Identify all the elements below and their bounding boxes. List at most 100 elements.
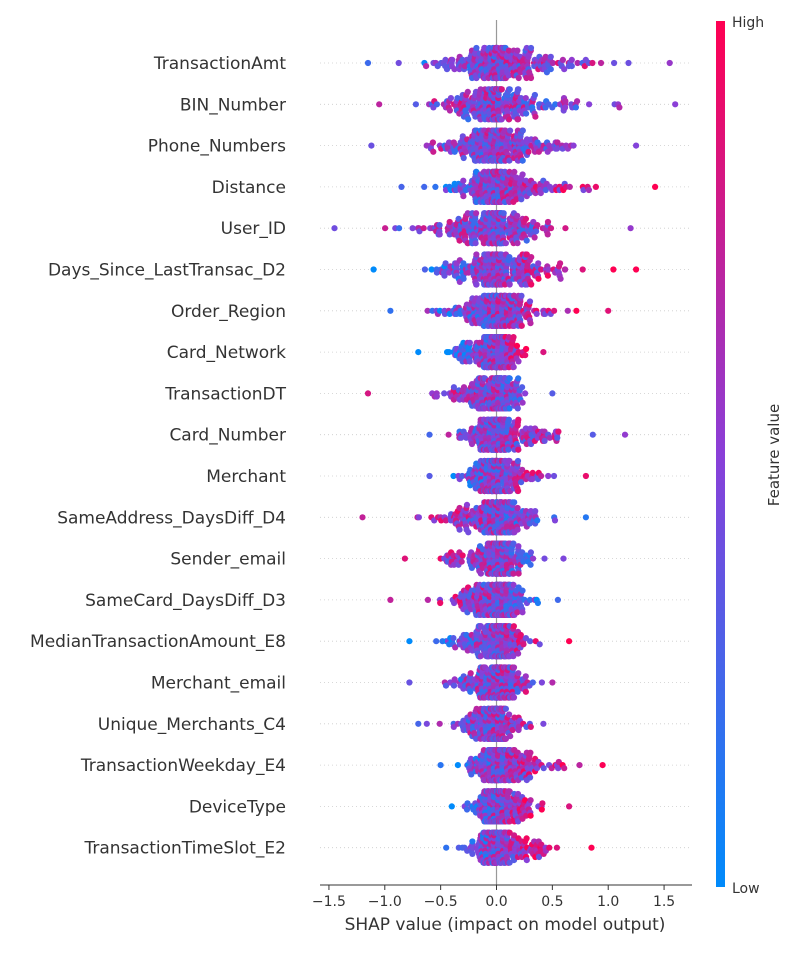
shap-point: [514, 240, 520, 246]
shap-point: [539, 679, 545, 685]
shap-point: [460, 193, 466, 199]
shap-point: [515, 458, 521, 464]
shap-point: [437, 231, 443, 237]
shap-point: [600, 762, 606, 768]
shap-point: [519, 384, 525, 390]
shap-point: [421, 184, 427, 190]
shap-point: [622, 432, 628, 438]
shap-point: [461, 155, 467, 161]
shap-point: [589, 60, 595, 66]
shap-point: [449, 57, 455, 63]
shap-point: [520, 128, 526, 134]
shap-point: [507, 281, 513, 287]
shap-point: [534, 311, 540, 317]
shap-point: [570, 143, 576, 149]
shap-point: [541, 765, 547, 771]
shap-point: [516, 571, 522, 577]
shap-point: [528, 724, 534, 730]
shap-point: [499, 86, 505, 92]
shap-point: [534, 222, 540, 228]
shap-point: [515, 405, 521, 411]
shap-point: [506, 417, 512, 423]
shap-point: [530, 679, 536, 685]
shap-point: [515, 527, 521, 533]
shap-point: [562, 266, 568, 272]
shap-point: [616, 104, 622, 110]
shap-point: [532, 114, 538, 120]
shap-point: [523, 111, 529, 117]
shap-point: [368, 143, 374, 149]
shap-point: [593, 184, 599, 190]
shap-point: [548, 54, 554, 60]
shap-point: [534, 517, 540, 523]
shap-point: [569, 57, 575, 63]
shap-point: [583, 473, 589, 479]
shap-point: [449, 803, 455, 809]
shap-point: [545, 273, 551, 279]
shap-point: [628, 225, 634, 231]
shap-point: [527, 750, 533, 756]
shap-point: [503, 240, 509, 246]
shap-point: [511, 694, 517, 700]
shap-point: [514, 343, 520, 349]
shap-point: [387, 597, 393, 603]
shap-point: [540, 349, 546, 355]
shap-point: [548, 225, 554, 231]
shap-point: [441, 390, 447, 396]
shap-point: [511, 664, 517, 670]
shap-point: [530, 556, 536, 562]
shap-point: [515, 447, 521, 453]
shap-point: [511, 364, 517, 370]
shap-point: [523, 673, 529, 679]
shap-point: [506, 711, 512, 717]
shap-point: [511, 623, 517, 629]
shap-point: [538, 473, 544, 479]
shap-point: [527, 774, 533, 780]
shap-point: [516, 75, 522, 81]
shap-point: [331, 225, 337, 231]
shap-point: [423, 63, 429, 69]
shap-point: [455, 762, 461, 768]
shap-point: [515, 543, 521, 549]
shap-point: [605, 308, 611, 314]
shap-point: [426, 432, 432, 438]
shap-point: [551, 473, 557, 479]
shap-point: [535, 260, 541, 266]
shap-point: [406, 638, 412, 644]
shap-point: [365, 390, 371, 396]
shap-point: [528, 562, 534, 568]
shap-point: [507, 86, 513, 92]
shap-point: [535, 600, 541, 606]
shap-point: [523, 95, 529, 101]
shap-point: [396, 60, 402, 66]
shap-point: [447, 107, 453, 113]
shap-point: [560, 57, 566, 63]
shap-point: [519, 609, 525, 615]
shap-point: [562, 98, 568, 104]
shap-point: [514, 213, 520, 219]
shap-point: [573, 308, 579, 314]
shap-point: [598, 60, 604, 66]
shap-point: [459, 559, 465, 565]
shap-point: [633, 143, 639, 149]
shap-point: [667, 60, 673, 66]
shap-point: [528, 813, 534, 819]
shap-point: [532, 508, 538, 514]
shap-point: [672, 101, 678, 107]
shap-point: [537, 641, 543, 647]
shap-point: [515, 116, 521, 122]
shap-point: [464, 502, 470, 508]
shap-point: [522, 352, 528, 358]
shap-point: [590, 432, 596, 438]
shap-point: [555, 597, 561, 603]
shap-point: [387, 308, 393, 314]
shap-point: [510, 334, 516, 340]
shap-point: [528, 254, 534, 260]
shap-point: [467, 689, 473, 695]
shap-point: [515, 651, 521, 657]
shap-point: [562, 225, 568, 231]
shap-point: [501, 210, 507, 216]
shap-point: [478, 571, 484, 577]
shap-point: [515, 86, 521, 92]
